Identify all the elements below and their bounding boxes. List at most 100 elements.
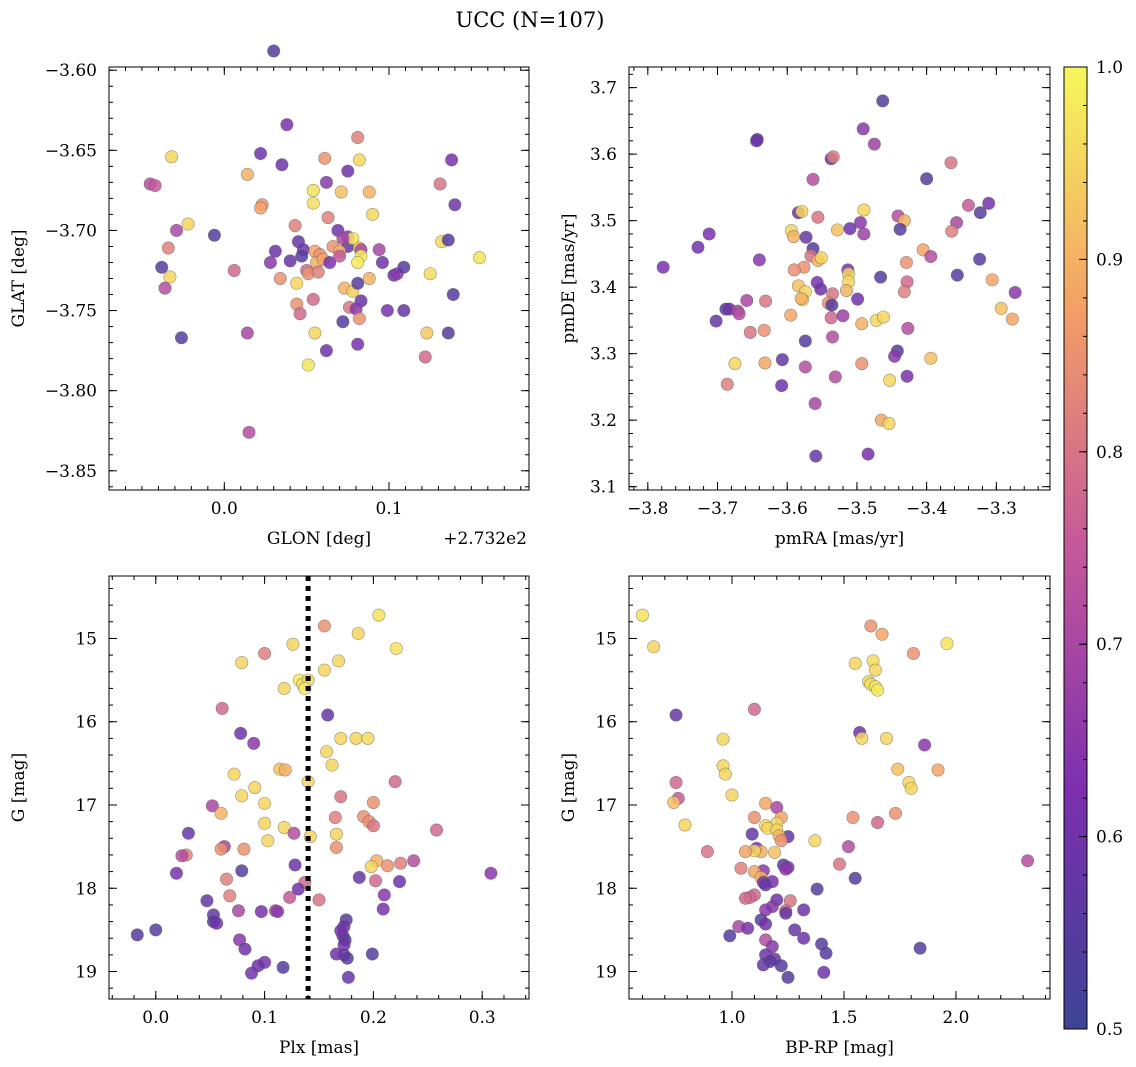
x-axis-label: BP-RP [mag] — [785, 1038, 894, 1058]
scatter-point — [174, 331, 188, 345]
scatter-point — [200, 894, 214, 908]
scatter-point — [351, 276, 365, 290]
panel-plx-g: 0.0 0.1 0.2 0.3 15 16 17 18 19 Plx [mas] G [mag] — [9, 575, 530, 1058]
scatter-point — [745, 827, 759, 841]
scatter-point — [306, 292, 320, 306]
scatter-point — [420, 326, 434, 340]
scatter-point — [287, 826, 301, 840]
scatter-point — [308, 326, 322, 340]
scatter-point — [329, 827, 343, 841]
scatter-point — [361, 731, 375, 745]
scatter-point — [288, 858, 302, 872]
scatter-point — [734, 861, 748, 875]
scatter-point — [819, 946, 833, 960]
scatter-point — [811, 210, 825, 224]
scatter-point — [234, 726, 248, 740]
x-tick-label: 0.1 — [375, 499, 402, 519]
x-tick-label: −3.8 — [627, 499, 668, 519]
plot-area — [108, 575, 530, 1000]
scatter-point — [994, 301, 1008, 315]
scatter-point — [220, 872, 234, 886]
y-axis-label: pmDE [mas/yr] — [559, 213, 579, 343]
plot-area — [628, 575, 1051, 1000]
scatter-point — [254, 905, 268, 919]
scatter-point — [341, 970, 355, 984]
scatter-point — [380, 304, 394, 318]
scatter-point — [848, 871, 862, 885]
scatter-point — [366, 207, 380, 221]
scatter-point — [797, 903, 811, 917]
y-tick-label: −3.65 — [45, 141, 97, 161]
y-tick-label: 18 — [595, 879, 617, 899]
scatter-point — [365, 947, 379, 961]
x-tick-label: 0.2 — [360, 1008, 387, 1028]
scatter-point — [931, 763, 945, 777]
scatter-point — [794, 291, 808, 305]
scatter-point — [752, 253, 766, 267]
scatter-point — [678, 818, 692, 832]
scatter-point — [351, 337, 365, 351]
scatter-point — [254, 201, 268, 215]
scatter-point — [843, 222, 857, 236]
scatter-points — [635, 608, 1035, 984]
y-tick-label: 3.4 — [590, 278, 617, 298]
scatter-point — [280, 118, 294, 132]
scatter-point — [944, 156, 958, 170]
scatter-point — [750, 134, 764, 148]
scatter-point — [799, 230, 813, 244]
scatter-point — [757, 323, 771, 337]
scatter-point — [288, 219, 302, 233]
scatter-point — [240, 167, 254, 181]
y-tick-label: 17 — [75, 796, 97, 816]
scatter-point — [319, 175, 333, 189]
x-tick-label: −3.4 — [906, 499, 947, 519]
scatter-point — [809, 449, 823, 463]
scatter-point — [759, 294, 773, 308]
scatter-point — [362, 185, 376, 199]
scatter-point — [1005, 312, 1019, 326]
scatter-point — [841, 840, 855, 854]
y-tick-label: 3.5 — [590, 212, 617, 232]
x-tick-label: −3.6 — [767, 499, 808, 519]
tick-marks — [629, 67, 1050, 490]
scatter-point — [851, 292, 865, 306]
scatter-point — [961, 198, 975, 212]
colorbar-tick-label: 0.9 — [1096, 250, 1123, 270]
scatter-point — [798, 360, 812, 374]
y-axis-label: G [mag] — [559, 753, 579, 822]
scatter-point — [808, 397, 822, 411]
scatter-point — [325, 758, 339, 772]
y-tick-label: −3.85 — [45, 462, 97, 482]
scatter-point — [774, 834, 788, 848]
scatter-point — [920, 172, 934, 186]
y-tick-label: 19 — [595, 963, 617, 983]
scatter-point — [247, 736, 261, 750]
scatter-point — [741, 921, 755, 935]
scatter-point — [312, 893, 326, 907]
scatter-point — [720, 377, 734, 391]
scatter-point — [441, 326, 455, 340]
scatter-point — [321, 708, 335, 722]
scatter-point — [340, 951, 354, 965]
scatter-point — [276, 960, 290, 974]
scatter-point — [875, 627, 889, 641]
figure-title: UCC (N=107) — [456, 8, 605, 32]
scatter-point — [248, 780, 262, 794]
scatter-point — [759, 796, 773, 810]
scatter-point — [148, 179, 162, 193]
scatter-point — [826, 330, 840, 344]
scatter-point — [880, 731, 894, 745]
scatter-point — [235, 656, 249, 670]
scatter-point — [810, 882, 824, 896]
scatter-point — [341, 164, 355, 178]
scatter-point — [973, 206, 987, 220]
scatter-point — [900, 369, 914, 383]
scatter-point — [814, 251, 828, 265]
scatter-point — [298, 681, 312, 695]
scatter-point — [874, 270, 888, 284]
tick-marks — [109, 576, 529, 999]
scatter-point — [868, 663, 882, 677]
scatter-point — [924, 351, 938, 365]
scatter-point — [723, 929, 737, 943]
